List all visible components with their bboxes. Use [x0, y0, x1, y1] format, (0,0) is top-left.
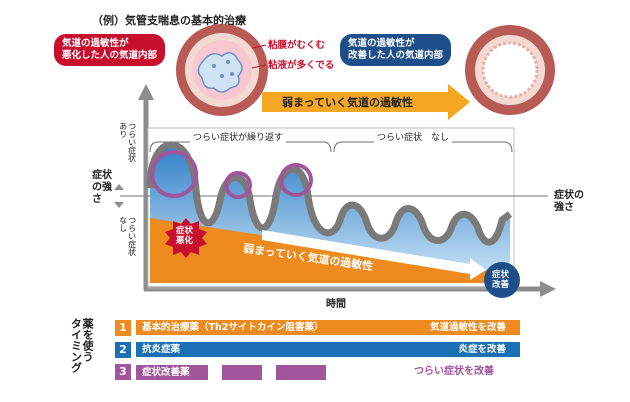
- row-2-bar: 抗炎症薬 炎症を改善: [136, 342, 520, 357]
- page-title: （例）気管支喘息の基本的治療: [92, 14, 246, 27]
- y-axis-label: 症状の強さ: [92, 170, 112, 205]
- row-3-bar: 症状改善薬: [136, 365, 208, 380]
- row-2-name: 抗炎症薬: [142, 344, 181, 355]
- improved-airway-callout: 気道の過敏性が 改善した人の気道内部: [340, 34, 452, 66]
- row-3-number: 3: [119, 365, 127, 378]
- row-3-name: 症状改善薬: [142, 367, 190, 378]
- airway-arrow-label: 弱まっていく気道の過敏性: [282, 96, 414, 109]
- inflamed-airway-icon: [176, 24, 268, 116]
- airway-improvement-arrow: [262, 84, 470, 120]
- worsened-airway-callout: 気道の過敏性が 悪化した人の気道内部: [54, 34, 166, 66]
- symptom-better-text: 症状 改善: [492, 270, 510, 291]
- symptom-worse-text: 症状 悪化: [176, 226, 194, 247]
- hyperresponsiveness-wedge: [150, 218, 500, 283]
- phase-frame: [147, 127, 515, 289]
- peak-circle-1: [150, 150, 198, 198]
- y-axis-lower-label: つらい症状 なし: [118, 216, 137, 256]
- peak-circle-3: [279, 163, 313, 197]
- timing-label: 薬を使う タイミング: [69, 318, 95, 373]
- row-2-number: 2: [119, 343, 127, 356]
- row-1-name: 基本的治療薬（Th2サイトカイン阻害薬）: [142, 322, 324, 333]
- purple-dose-3: [276, 365, 326, 380]
- row-3-effect: つらい症状を改善: [414, 366, 494, 377]
- mucosa-swelling-label: 粘膜がむくむ: [268, 40, 326, 51]
- x-axis-label: 時間: [326, 299, 346, 310]
- peak-circle-2: [224, 171, 252, 199]
- mucus-label: 粘液が多くでる: [268, 60, 335, 71]
- symptom-better-badge: [484, 262, 520, 298]
- right-strength-label: 症状の 強さ: [554, 190, 584, 213]
- none-phase-bracket: [333, 141, 513, 153]
- improved-airway-icon: [465, 25, 555, 115]
- repeat-phase-label: つらい症状が繰り返す: [190, 134, 287, 143]
- orange-inner-arrow: [262, 230, 486, 280]
- symptom-worse-badge: [165, 218, 207, 258]
- row-1-number: 1: [119, 321, 127, 334]
- y-axis-upper-label: つらい症状 あり: [118, 122, 137, 162]
- row-2-effect: 炎症を改善: [458, 344, 506, 355]
- chart-axes: [138, 84, 556, 297]
- row-1-effect: 気道過敏性を改善: [429, 322, 506, 333]
- purple-dose-2: [222, 365, 262, 380]
- row-1-bar: 基本的治療薬（Th2サイトカイン阻害薬） 気道過敏性を改善: [136, 320, 520, 335]
- none-phase-label: つらい症状 なし: [374, 134, 453, 143]
